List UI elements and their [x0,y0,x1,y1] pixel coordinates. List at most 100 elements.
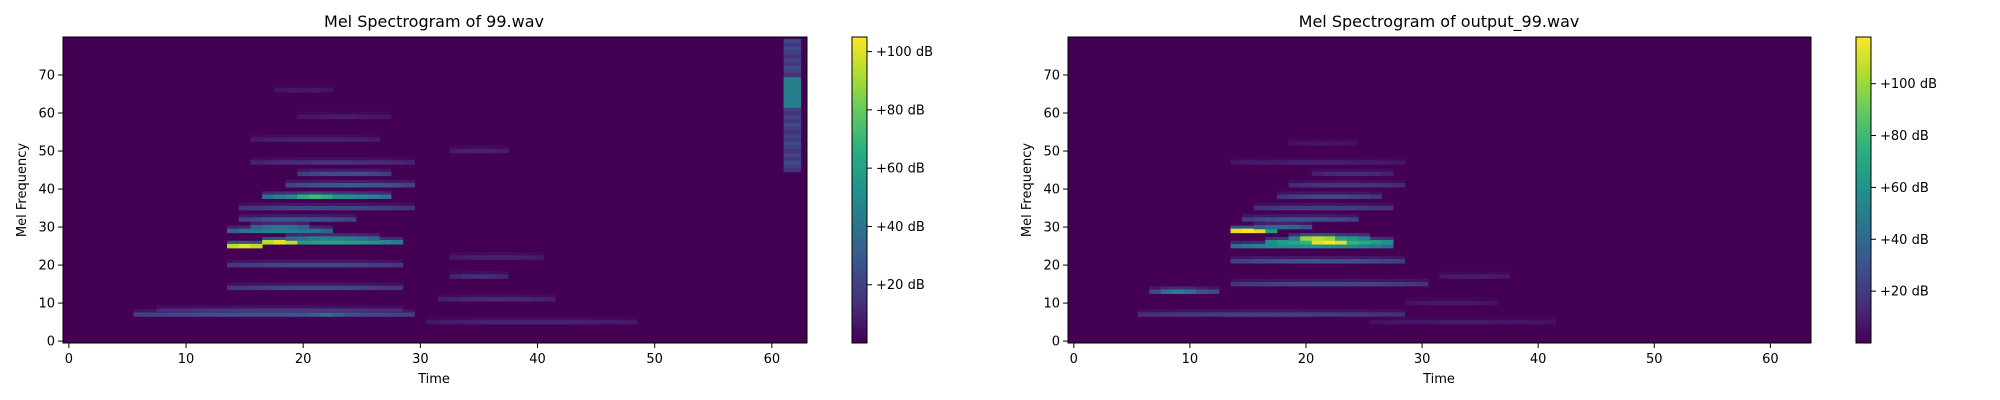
heatmap-cell [1335,194,1348,199]
heatmap-cell [783,152,802,158]
heatmap-cell [1346,214,1359,218]
heatmap-cell [285,134,298,138]
heatmap-cell [496,316,509,320]
heatmap-cell [297,182,310,188]
heatmap-cell [1474,274,1487,279]
heatmap-cell [297,259,310,263]
heatmap-cell [1311,138,1324,142]
y-tick-label: 10 [38,297,55,312]
heatmap-cell [1265,236,1278,240]
heatmap-cell [1462,297,1475,301]
heatmap-cell [215,312,228,317]
heatmap-cell [273,221,287,225]
heatmap-cell [297,233,310,237]
heatmap-cell [391,308,404,313]
heatmap-cell [1195,289,1208,294]
heatmap-cell [1393,258,1406,264]
heatmap-cell [297,312,310,317]
y-tick-label: 20 [38,259,55,274]
heatmap-cell [1276,194,1289,199]
heatmap-cell [262,282,275,286]
heatmap-background [1068,37,1811,343]
heatmap-cell [1253,157,1266,161]
heatmap-cell [1346,258,1359,264]
heatmap-cell [1265,255,1278,259]
heatmap-cell [783,65,802,70]
heatmap-cell [250,134,263,138]
heatmap-cell [1358,281,1371,287]
heatmap-cell [1276,202,1289,206]
heatmap-cell [156,305,169,309]
heatmap-cell [1288,179,1301,183]
heatmap-cell [391,202,404,206]
heatmap-cell [1335,236,1348,241]
heatmap-cell [1346,191,1359,195]
heatmap-cell [1358,194,1371,199]
heatmap-cell [1265,202,1278,206]
heatmap-cell [461,293,474,298]
heatmap-cell [1207,286,1220,290]
heatmap-cell [531,297,544,302]
heatmap-cell [1311,160,1324,165]
heatmap-cell [1358,258,1371,264]
heatmap-cell [332,205,345,211]
heatmap-cell [484,316,497,320]
heatmap-cell [250,308,263,313]
heatmap-cell [496,252,509,256]
heatmap-cell [355,179,369,183]
heatmap-cell [1416,316,1429,320]
heatmap-cell [1335,138,1348,142]
heatmap-cell [320,168,333,172]
heatmap-cell [461,145,474,149]
heatmap-cell [320,194,333,199]
heatmap-cell [309,259,322,263]
heatmap-cell [273,285,287,291]
heatmap-cell [1311,243,1324,249]
heatmap-cell [1427,297,1440,301]
heatmap-cell [367,305,380,309]
heatmap-cell [379,191,392,195]
heatmap-cell [449,255,462,260]
heatmap-cell [783,118,802,123]
heatmap-cell [320,312,333,317]
y-tick-label: 0 [1052,335,1060,350]
heatmap-cell [273,217,287,222]
heatmap-cell [250,305,263,309]
y-axis: 0 10 20 30 40 50 60 70 [38,69,63,350]
heatmap-cell [1381,243,1394,249]
heatmap-cell [1451,300,1464,306]
heatmap-cell [1358,171,1371,177]
heatmap-cell [1335,171,1348,177]
heatmap-cell [613,316,626,320]
heatmap-cell [1323,243,1336,249]
heatmap-cell [1253,224,1266,230]
heatmap-cell [1335,309,1348,313]
heatmap-cell [285,179,298,183]
colorbar: +20 dB +40 dB +60 dB +80 dB +100 dB [851,36,933,344]
heatmap-cell [180,305,193,309]
harmonic-band [1439,271,1510,279]
heatmap-cell [1207,309,1220,313]
heatmap-cell [473,274,486,279]
heatmap-cell [1265,224,1278,230]
heatmap-cell [297,262,310,268]
heatmap-cell [1381,205,1394,211]
heatmap-cell [1253,243,1266,249]
heatmap-cell [1311,236,1324,241]
heatmap-cell [484,148,497,154]
heatmap-cell [344,137,357,142]
harmonic-band [1288,233,1371,241]
heatmap-cell [1276,157,1289,161]
heatmap-cell [1358,202,1371,206]
heatmap-cell [250,285,263,291]
x-tick-label: 0 [65,352,73,367]
y-tick-label: 60 [1043,107,1060,122]
heatmap-cell [250,214,263,218]
heatmap-cell [297,179,310,183]
heatmap-cell [1242,160,1255,165]
heatmap-cell [1311,194,1324,199]
heatmap-cell [783,57,802,63]
heatmap-cell [1149,286,1162,290]
heatmap-cell [508,297,521,302]
heatmap-cell [332,160,345,165]
